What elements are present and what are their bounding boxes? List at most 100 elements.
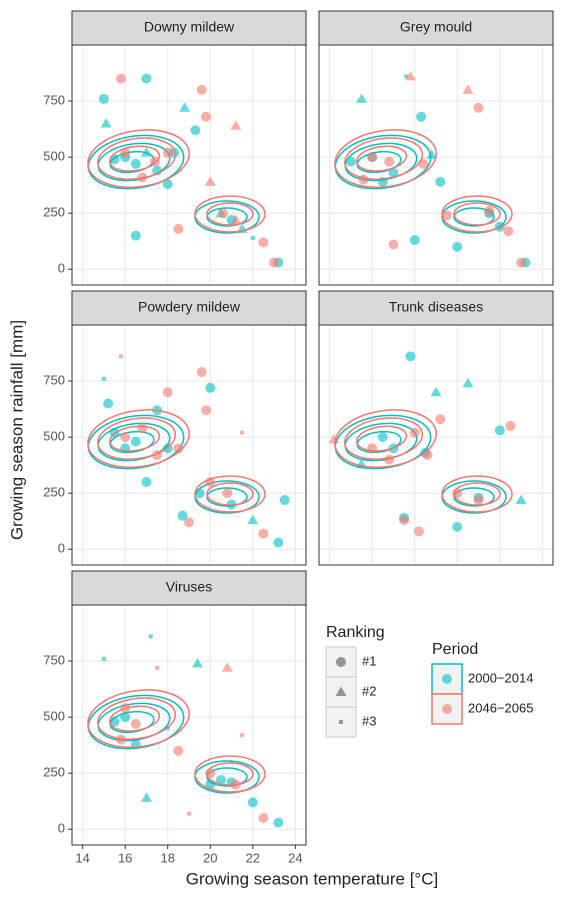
point — [230, 214, 242, 224]
point — [173, 223, 184, 234]
point — [367, 152, 378, 163]
point — [240, 733, 245, 738]
point — [162, 147, 173, 158]
point — [221, 662, 233, 672]
density-contour — [87, 689, 266, 793]
strip-title: Powdery mildew — [138, 299, 241, 315]
point — [494, 425, 505, 436]
point — [184, 517, 194, 528]
point — [177, 510, 188, 521]
point — [404, 70, 416, 81]
point — [130, 230, 141, 241]
contour-ring — [108, 425, 161, 452]
point — [426, 149, 438, 159]
x-tick-label: 22 — [246, 850, 260, 865]
point — [165, 726, 170, 731]
point — [205, 477, 216, 488]
density-contour — [334, 129, 513, 233]
point — [452, 488, 463, 499]
legend-symbol — [442, 674, 452, 684]
point — [194, 488, 205, 499]
point — [258, 237, 269, 248]
point — [204, 176, 216, 186]
point — [422, 450, 433, 461]
point — [462, 377, 474, 388]
panel-border — [71, 604, 307, 846]
panel-background — [72, 45, 306, 285]
y-tick-label: 0 — [58, 261, 65, 276]
point — [141, 477, 152, 488]
contour-ring — [97, 697, 177, 740]
point — [405, 351, 416, 362]
point — [409, 235, 420, 246]
point — [222, 488, 233, 499]
x-tick-label: 16 — [118, 850, 132, 865]
contour-ring — [453, 202, 501, 226]
contour-ring — [194, 195, 266, 233]
legend-symbol — [442, 704, 452, 714]
point — [120, 443, 131, 454]
point — [279, 494, 290, 505]
panel-background — [72, 605, 306, 845]
contour-ring — [194, 475, 266, 513]
contour-ring — [108, 705, 161, 732]
point — [120, 712, 131, 723]
legend-label: 2000−2014 — [468, 670, 533, 685]
y-tick-label: 0 — [58, 541, 65, 556]
y-tick-label: 750 — [43, 373, 65, 388]
point — [130, 158, 141, 169]
point — [205, 382, 216, 393]
point — [247, 797, 258, 808]
contour-ring — [355, 425, 408, 452]
point — [140, 792, 152, 802]
legend-label: #3 — [362, 713, 376, 728]
contour-ring — [206, 482, 254, 506]
strip-title: Downy mildew — [144, 19, 235, 35]
point — [149, 156, 160, 167]
contour-ring — [97, 417, 177, 460]
point — [98, 93, 109, 104]
point — [413, 526, 424, 537]
point — [505, 420, 516, 431]
point — [404, 74, 409, 79]
panel-border — [318, 44, 554, 286]
point — [187, 811, 191, 816]
point — [205, 768, 216, 779]
point — [196, 367, 207, 378]
point — [141, 73, 152, 84]
point — [130, 436, 141, 447]
contour-ring — [334, 409, 437, 468]
legend-title: Period — [432, 641, 478, 658]
x-tick-label: 18 — [160, 850, 174, 865]
point — [162, 179, 173, 190]
point — [430, 386, 442, 397]
y-tick-label: 750 — [43, 93, 65, 108]
point — [201, 405, 212, 416]
panel-background — [319, 325, 553, 565]
y-tick-label: 500 — [43, 429, 65, 444]
point — [152, 450, 163, 461]
point — [120, 703, 131, 714]
point — [115, 734, 126, 745]
point — [137, 423, 148, 434]
panel-border — [318, 324, 554, 566]
strip — [71, 570, 307, 606]
strip — [71, 10, 307, 46]
contour-ring — [87, 409, 190, 468]
point — [109, 716, 120, 727]
contour-ring — [355, 145, 408, 172]
point — [384, 156, 395, 167]
point — [230, 120, 242, 130]
point — [441, 210, 452, 221]
point — [462, 84, 474, 94]
density-contour — [87, 129, 266, 233]
point — [258, 528, 269, 539]
point — [130, 718, 141, 729]
strip-title: Grey mould — [400, 19, 472, 35]
point — [484, 205, 495, 216]
point — [173, 745, 184, 756]
point — [345, 156, 356, 167]
point — [384, 454, 395, 465]
point — [328, 433, 340, 444]
